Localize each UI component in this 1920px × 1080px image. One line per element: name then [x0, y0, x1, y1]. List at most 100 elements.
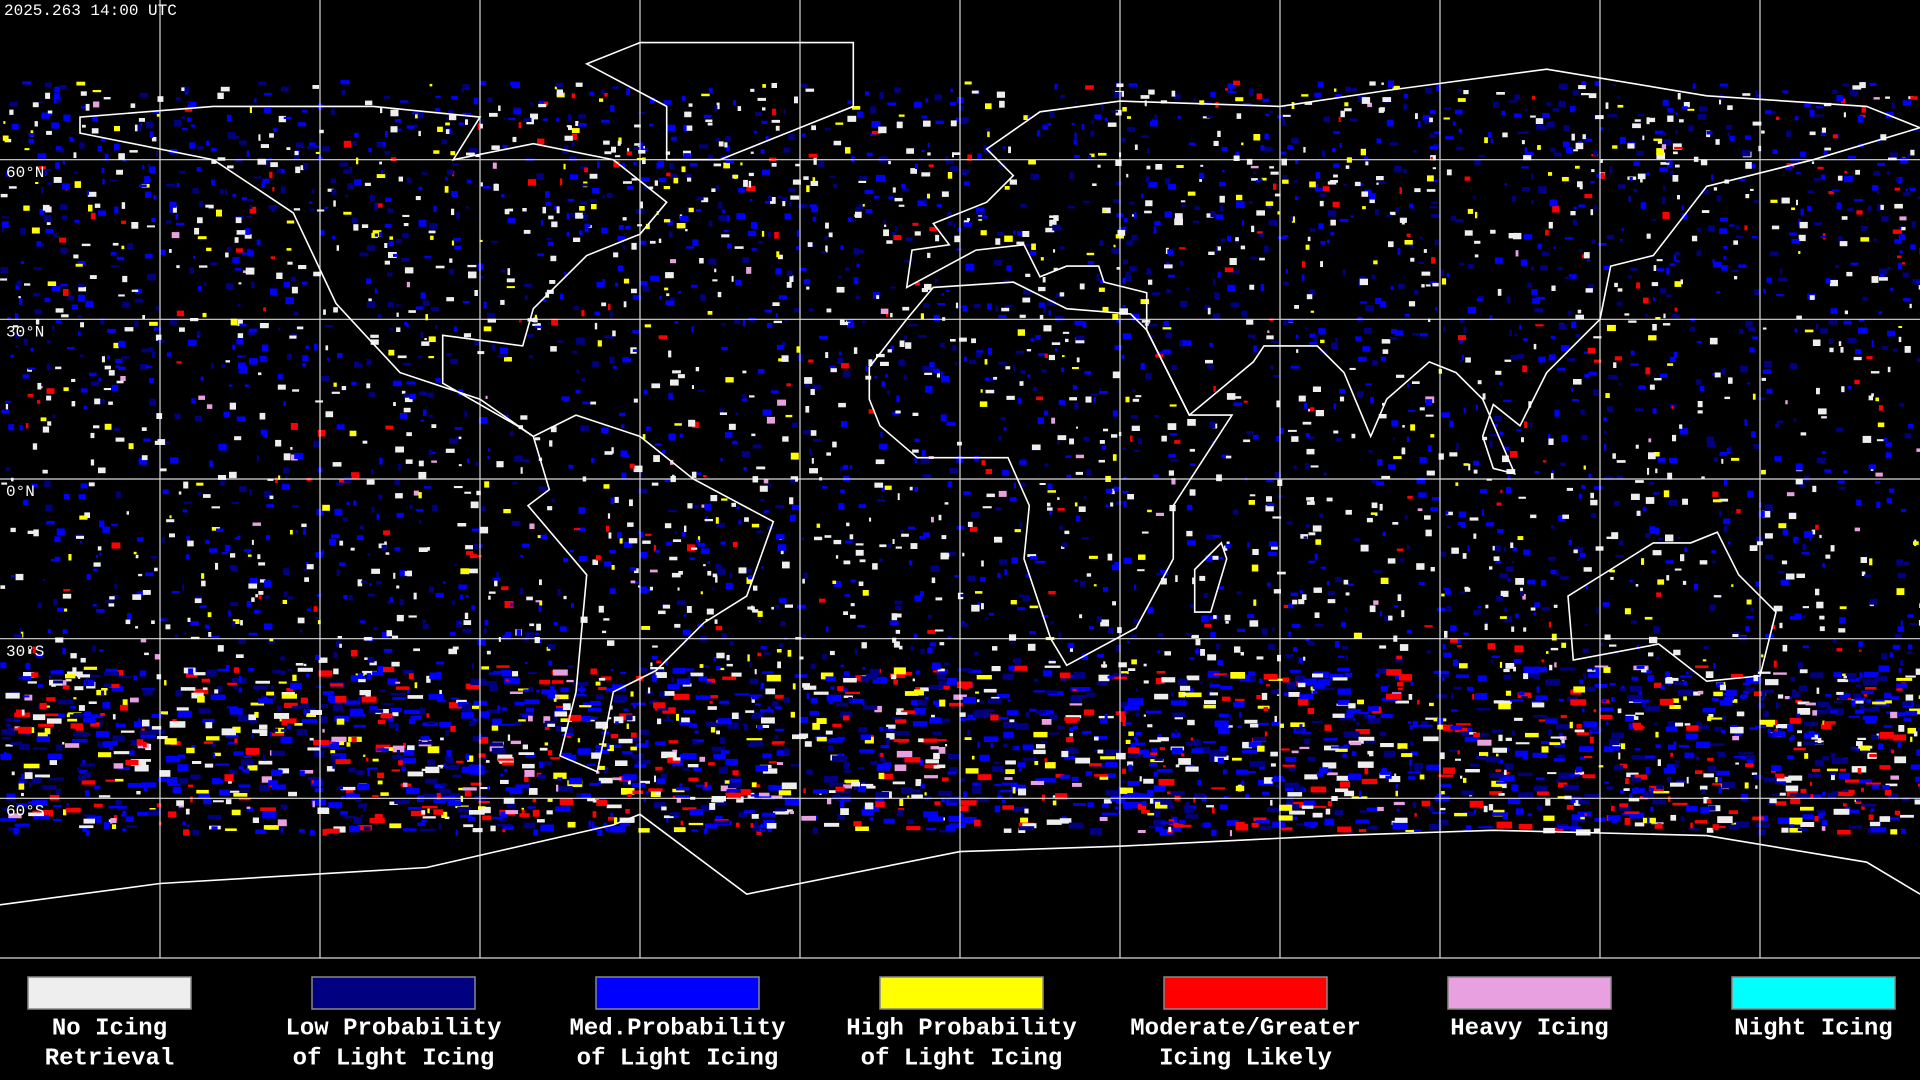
icing-pixel [842, 675, 856, 679]
icing-pixel [464, 790, 471, 797]
icing-pixel [911, 700, 921, 705]
icing-pixel [577, 716, 591, 722]
icing-pixel [453, 326, 457, 332]
icing-pixel [402, 362, 411, 366]
icing-pixel [1261, 628, 1268, 635]
icing-pixel [1543, 815, 1555, 821]
icing-pixel [768, 784, 784, 791]
icing-pixel [294, 452, 304, 459]
icing-pixel [1131, 659, 1137, 665]
icing-pixel [1294, 675, 1306, 682]
icing-pixel [102, 526, 110, 533]
icing-pixel [253, 685, 268, 690]
icing-pixel [1714, 777, 1722, 783]
icing-pixel [1308, 532, 1316, 536]
icing-pixel [687, 544, 695, 552]
icing-pixel [1586, 686, 1596, 692]
icing-pixel [460, 568, 470, 575]
icing-pixel [1065, 720, 1078, 723]
icing-pixel [1327, 591, 1336, 596]
icing-pixel [1617, 708, 1622, 714]
icing-pixel [1577, 557, 1581, 561]
icing-pixel [331, 391, 340, 394]
icing-pixel [1550, 647, 1559, 651]
icing-pixel [1233, 402, 1243, 406]
icing-pixel [331, 534, 340, 539]
icing-pixel [671, 830, 674, 834]
icing-pixel [537, 774, 546, 780]
icing-pixel [218, 475, 227, 480]
icing-pixel [1295, 786, 1304, 792]
icing-pixel [1541, 251, 1550, 256]
icing-pixel [500, 773, 504, 777]
icing-pixel [522, 459, 530, 463]
icing-pixel [713, 820, 730, 825]
icing-pixel [1758, 829, 1766, 836]
icing-pixel [556, 784, 559, 792]
icing-pixel [404, 397, 413, 403]
icing-pixel [1492, 729, 1503, 733]
icing-pixel [1100, 815, 1105, 818]
icing-pixel [994, 805, 1001, 813]
icing-pixel [1904, 561, 1909, 565]
icing-pixel [1750, 607, 1754, 612]
icing-pixel [1274, 471, 1281, 478]
icing-pixel [1440, 784, 1452, 788]
icing-pixel [960, 623, 969, 627]
icing-pixel [1012, 787, 1016, 794]
icing-pixel [634, 581, 639, 584]
icing-pixel [52, 805, 62, 808]
icing-pixel [1408, 776, 1415, 780]
icing-pixel [1784, 696, 1790, 700]
icing-pixel [132, 594, 142, 600]
icing-pixel [1825, 554, 1831, 559]
icing-pixel [1820, 723, 1831, 730]
icing-pixel [521, 809, 525, 817]
icing-pixel [855, 543, 864, 546]
icing-pixel [1608, 738, 1620, 745]
icing-pixel [1861, 787, 1864, 792]
icing-pixel [1253, 345, 1257, 353]
icing-pixel [577, 738, 581, 743]
icing-pixel [1892, 644, 1901, 650]
icing-pixel [1013, 746, 1015, 749]
icing-pixel [614, 817, 618, 824]
icing-pixel [1319, 513, 1324, 518]
icing-pixel [597, 829, 603, 836]
icing-pixel [1899, 402, 1904, 407]
icing-pixel [1186, 692, 1202, 698]
icing-pixel [1391, 420, 1399, 427]
icing-pixel [1148, 323, 1158, 327]
icing-pixel [5, 467, 11, 471]
icing-pixel [1359, 790, 1362, 798]
icing-pixel [208, 548, 218, 553]
icing-pixel [255, 829, 267, 834]
icing-pixel [929, 362, 935, 368]
icing-pixel [1161, 435, 1167, 442]
icing-pixel [752, 712, 764, 719]
icing-pixel [1305, 638, 1310, 642]
icing-pixel [286, 725, 291, 730]
icing-pixel [278, 327, 281, 331]
icing-pixel [1761, 377, 1766, 381]
icing-pixel [758, 241, 764, 244]
icing-pixel [693, 504, 699, 509]
icing-pixel [1515, 250, 1519, 257]
icing-pixel [1257, 745, 1265, 752]
icing-pixel [237, 303, 241, 307]
icing-pixel [768, 761, 777, 764]
icing-pixel [498, 758, 513, 761]
icing-pixel [496, 824, 513, 827]
icing-pixel [563, 595, 567, 600]
icing-pixel [1567, 358, 1576, 362]
icing-pixel [1303, 656, 1306, 661]
icing-pixel [1186, 675, 1200, 681]
icing-pixel [1503, 399, 1512, 402]
icing-pixel [1010, 600, 1017, 605]
icing-pixel [1075, 757, 1091, 764]
icing-pixel [1368, 715, 1376, 721]
icing-pixel [1527, 813, 1532, 817]
icing-pixel [1666, 776, 1671, 783]
icing-pixel [160, 711, 168, 715]
